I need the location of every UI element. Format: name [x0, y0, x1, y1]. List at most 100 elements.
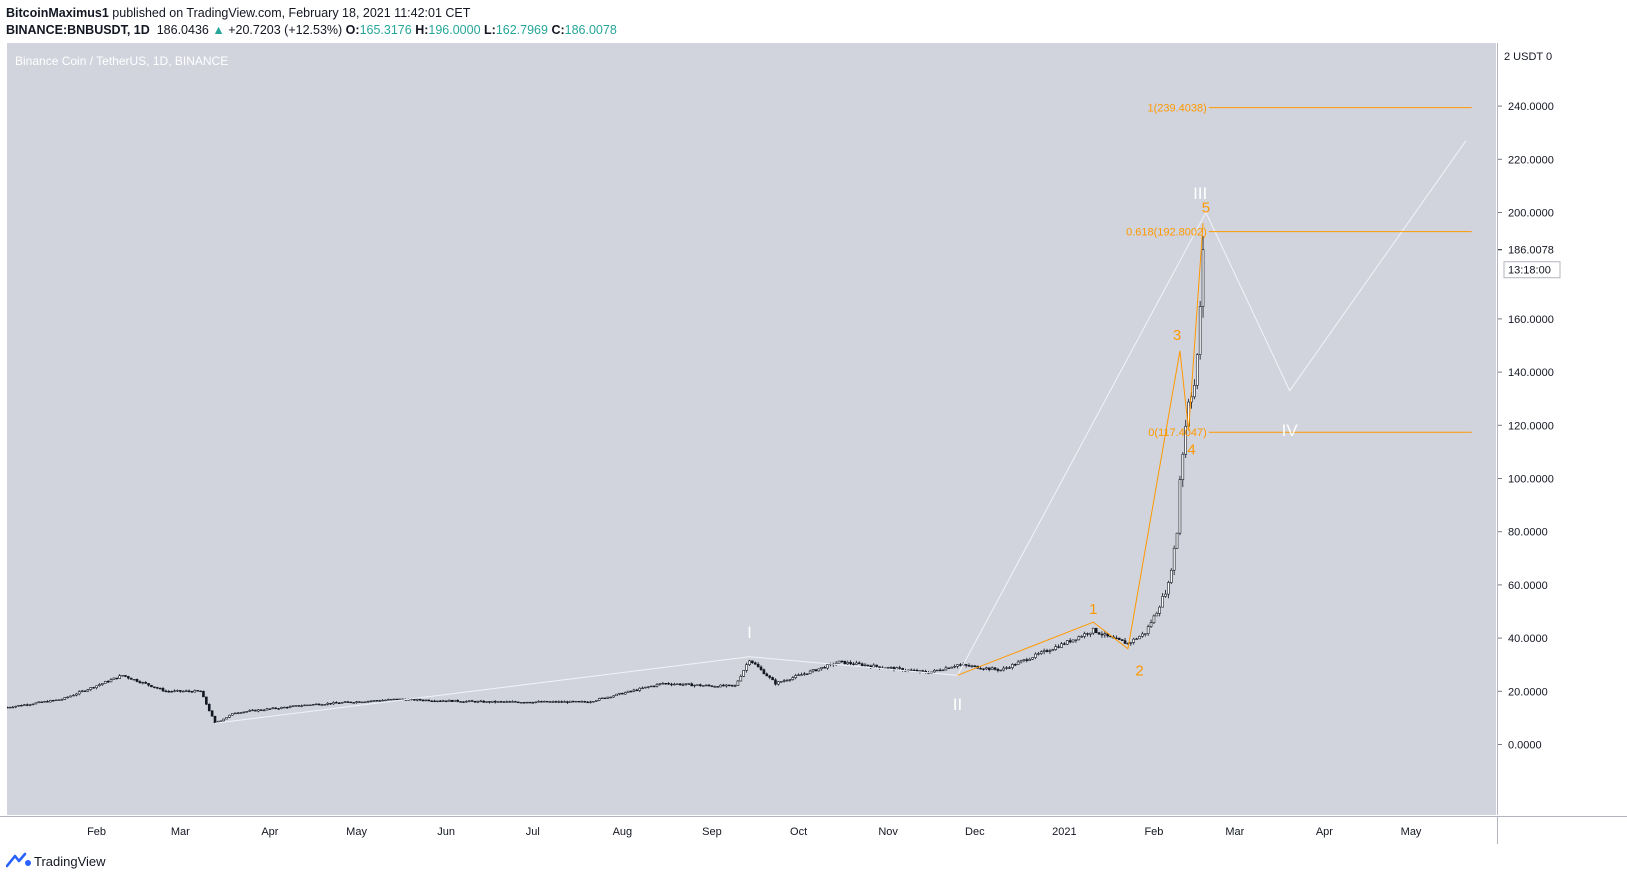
candle-body — [1074, 639, 1078, 641]
candle-body — [938, 669, 942, 672]
candle-body — [586, 701, 589, 704]
candle-body — [1034, 653, 1037, 658]
candle-body — [947, 667, 951, 669]
candle-body — [482, 700, 485, 703]
candle-body — [1129, 642, 1133, 644]
candle-body — [72, 694, 75, 697]
candle-body — [31, 703, 35, 706]
candle-body — [153, 686, 156, 688]
candle-body — [898, 667, 902, 669]
candle-body — [1117, 637, 1121, 640]
candle-body — [361, 701, 364, 704]
candle-body — [1103, 633, 1107, 636]
candle-body — [603, 697, 607, 700]
candle-body — [823, 667, 826, 669]
candle-body — [803, 673, 806, 675]
candle-body — [944, 667, 948, 671]
candle-body — [1045, 650, 1049, 652]
candle-body — [309, 704, 312, 707]
candle-body — [511, 701, 514, 703]
candle-body — [251, 709, 254, 712]
candle-body — [765, 673, 769, 677]
candle-body — [297, 705, 301, 707]
candle-body — [1167, 582, 1170, 595]
candle-body — [115, 677, 119, 680]
candle-body — [467, 700, 471, 702]
candle-body — [141, 681, 145, 684]
candle-body — [210, 710, 214, 717]
candle-body — [716, 686, 719, 688]
last-price-label: 186.0078 — [1508, 245, 1554, 257]
candle-body — [696, 684, 699, 686]
candle-body — [83, 690, 87, 692]
candle-body — [794, 675, 797, 678]
candle-body — [493, 700, 497, 703]
time-axis[interactable]: Feb Mar Apr May Jun Jul Aug Sep Oct Nov Dec 2021 Feb… — [0, 816, 1497, 845]
candle-body — [866, 664, 870, 667]
candle-body — [987, 667, 991, 670]
candle-body — [181, 690, 185, 693]
tradingview-logo-icon[interactable] — [6, 852, 32, 868]
candle-body — [288, 706, 292, 708]
wave-label-minor: 3 — [1173, 327, 1181, 344]
candle-body — [508, 701, 511, 703]
candle-body — [491, 700, 494, 703]
candle-body — [840, 660, 844, 663]
chart-svg[interactable]: 1(239.4038)0.618(192.8002)0(117.4047)III… — [7, 43, 1496, 815]
candle-body — [358, 701, 361, 703]
candle-body — [649, 685, 653, 688]
candle-body — [950, 666, 954, 669]
candle-body — [49, 700, 52, 703]
candle-body — [730, 684, 734, 687]
price-tick-label: 240.0000 — [1508, 101, 1554, 113]
candle-body — [543, 700, 546, 703]
candle-body — [317, 703, 321, 706]
candle-body — [791, 677, 795, 680]
candle-body — [470, 700, 474, 702]
candle-body — [557, 701, 561, 703]
candle-body — [953, 666, 956, 668]
candle-body — [118, 675, 121, 679]
candle-body — [658, 683, 662, 685]
tradingview-brand[interactable]: TradingView — [34, 854, 106, 869]
candle-body — [1169, 569, 1173, 583]
candle-body — [808, 670, 812, 675]
wave-label-major: IV — [1282, 421, 1299, 440]
candle-body — [167, 691, 171, 693]
candle-body — [725, 684, 728, 687]
time-tick-label: Sep — [702, 826, 722, 838]
candle-body — [268, 708, 272, 710]
symbol-info: BINANCE:BNBUSDT, 1D 186.0436 ▲ +20.7203 … — [6, 23, 617, 37]
candle-body — [34, 702, 38, 705]
publisher-name[interactable]: BitcoinMaximus1 — [6, 6, 109, 20]
candle-body — [277, 708, 280, 710]
published-text: published on TradingView.com, February 1… — [108, 6, 471, 20]
candle-body — [797, 674, 800, 676]
candle-body — [701, 685, 705, 687]
candle-body — [751, 660, 754, 664]
candle-body — [413, 698, 416, 701]
price-axis[interactable]: 2 USDT 0 240.0000 220.0000 200.0000 160.0000… — [1497, 43, 1627, 815]
candle-body — [14, 705, 17, 708]
candle-body — [415, 698, 419, 701]
candle-body — [912, 669, 916, 672]
candle-body — [519, 702, 523, 704]
candle-body — [372, 700, 376, 702]
chart-panel[interactable]: Binance Coin / TetherUS, 1D, BINANCE 1(2… — [7, 43, 1496, 815]
last-price: 186.0436 — [156, 23, 209, 37]
candle-body — [1031, 657, 1034, 660]
candle-body — [144, 681, 147, 684]
candle-body — [199, 690, 202, 693]
candle-body — [1037, 653, 1040, 655]
candle-body — [323, 704, 327, 706]
candle-body — [667, 683, 670, 685]
candle-body — [826, 664, 829, 669]
candle-body — [248, 710, 251, 712]
time-tick-label: Dec — [965, 826, 985, 838]
candle-body — [291, 705, 295, 707]
candle-body — [878, 666, 881, 669]
candle-body — [970, 665, 974, 668]
candle-body — [1143, 633, 1147, 635]
candle-body — [621, 692, 624, 695]
time-tick-label: May — [1401, 826, 1422, 838]
